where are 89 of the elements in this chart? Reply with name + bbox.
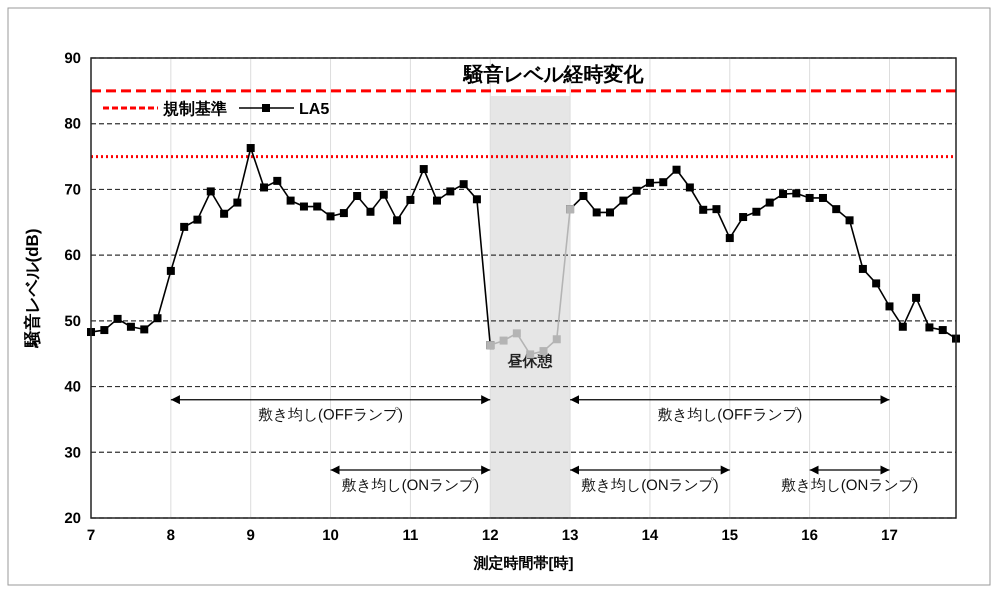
point	[300, 202, 308, 211]
point	[712, 205, 720, 214]
point	[140, 325, 148, 334]
point	[154, 314, 162, 322]
legend-label: LA5	[299, 101, 330, 118]
point	[114, 314, 122, 323]
point	[606, 208, 614, 216]
point	[353, 192, 362, 200]
x-tick-label: 9	[246, 527, 255, 544]
point	[220, 210, 228, 218]
point	[726, 234, 734, 242]
point	[779, 190, 788, 198]
point	[579, 192, 588, 200]
x-tick-label: 10	[322, 527, 339, 544]
point	[699, 206, 708, 214]
x-tick-label: 7	[86, 527, 96, 544]
point	[766, 198, 774, 207]
point	[166, 266, 175, 275]
y-tick-label: 60	[64, 247, 81, 264]
point	[632, 186, 641, 195]
point	[313, 202, 322, 211]
point	[872, 279, 880, 288]
y-tick-label: 50	[64, 312, 81, 330]
annotation: 敷き均し(ONランプ)	[342, 477, 480, 494]
x-tick-label: 15	[721, 527, 738, 544]
point	[552, 335, 561, 344]
point	[193, 216, 202, 224]
y-tick-label: 30	[64, 444, 81, 462]
y-tick-label: 80	[64, 116, 81, 133]
point	[446, 187, 454, 196]
point	[432, 196, 441, 205]
point	[806, 194, 814, 202]
chart-title: 騒音レベル経時変化	[462, 63, 644, 86]
point	[366, 208, 374, 216]
point	[206, 187, 215, 196]
point	[512, 329, 521, 338]
point	[380, 190, 388, 199]
point	[260, 183, 268, 192]
point	[832, 205, 840, 214]
x-tick-label: 17	[881, 527, 898, 544]
point	[818, 194, 827, 202]
point	[646, 178, 654, 187]
point	[420, 165, 428, 174]
point	[739, 213, 748, 222]
annotation: 敷き均し(ONランプ)	[780, 477, 918, 494]
point	[659, 178, 668, 186]
point	[686, 183, 694, 192]
annotation: 敷き均し(OFFランプ)	[258, 406, 404, 424]
point	[752, 208, 760, 216]
x-tick-label: 13	[562, 527, 578, 544]
y-tick-label: 90	[64, 50, 81, 67]
point	[912, 294, 920, 302]
x-tick-label: 12	[482, 527, 499, 544]
point	[619, 196, 628, 205]
point	[898, 322, 907, 331]
x-tick-label: 14	[642, 527, 659, 544]
point	[460, 180, 468, 188]
x-tick-label: 16	[801, 527, 818, 544]
point	[846, 216, 854, 224]
point	[472, 195, 481, 204]
point	[500, 336, 508, 345]
point	[393, 216, 402, 224]
point	[792, 189, 800, 198]
point	[340, 209, 348, 218]
point	[100, 326, 108, 334]
point	[273, 176, 282, 185]
point	[180, 222, 188, 231]
y-tick-label: 20	[64, 510, 81, 527]
point	[126, 322, 135, 331]
point	[326, 212, 335, 220]
annotation: 敷き均し(ONランプ)	[581, 477, 719, 494]
point	[858, 264, 867, 273]
point	[672, 166, 681, 174]
legend-label: 規制基準	[162, 100, 227, 118]
point	[406, 196, 414, 204]
point	[925, 323, 934, 332]
annotation: 敷き均し(OFFランプ)	[657, 406, 802, 424]
x-axis-title: 測定時間帯[時]	[472, 554, 574, 572]
y-tick-label: 70	[64, 181, 81, 198]
point	[246, 144, 255, 152]
x-tick-label: 8	[166, 527, 176, 544]
x-tick-label: 11	[402, 527, 418, 544]
point	[938, 326, 947, 334]
point	[885, 302, 894, 310]
point	[233, 198, 242, 207]
y-tick-label: 40	[64, 378, 81, 396]
point	[286, 196, 295, 205]
y-axis-title: 騒音レベル(dB)	[23, 228, 42, 348]
point	[592, 208, 601, 216]
